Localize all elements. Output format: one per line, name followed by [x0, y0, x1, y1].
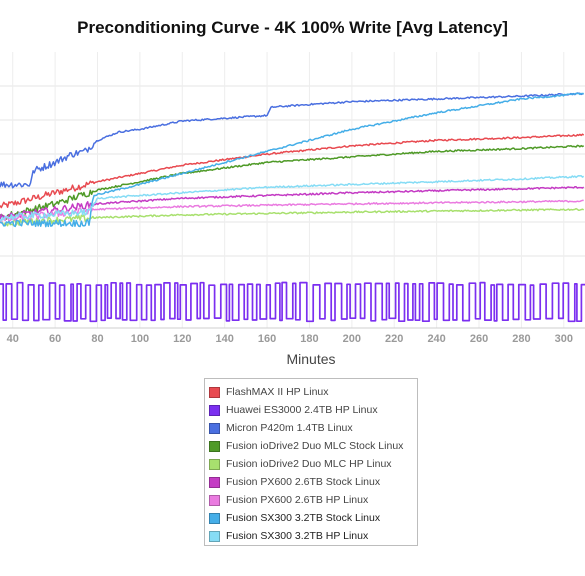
x-tick-label: 60: [49, 333, 61, 345]
legend-item: Fusion PX600 2.6TB Stock Linux: [209, 473, 417, 491]
legend-label: Fusion SX300 3.2TB HP Linux: [226, 530, 369, 542]
x-tick-label: 240: [427, 333, 445, 345]
x-tick-label: 160: [258, 333, 276, 345]
legend-swatch: [209, 440, 220, 452]
legend-swatch: [209, 476, 220, 488]
legend-label: Fusion SX300 3.2TB Stock Linux: [226, 512, 381, 524]
legend-swatch: [209, 422, 220, 434]
legend-label: FlashMAX II HP Linux: [226, 386, 329, 398]
series-line: [0, 207, 585, 227]
x-tick-label: 260: [470, 333, 488, 345]
legend-label: Fusion PX600 2.6TB HP Linux: [226, 494, 369, 506]
legend-item: Fusion SX300 3.2TB HP Linux: [209, 527, 417, 545]
legend-label: Fusion ioDrive2 Duo MLC HP Linux: [226, 458, 392, 470]
legend-swatch: [209, 512, 220, 524]
x-tick-label: 80: [91, 333, 103, 345]
x-tick-label: 140: [215, 333, 233, 345]
legend-item: Huawei ES3000 2.4TB HP Linux: [209, 401, 417, 419]
series-line: [0, 133, 585, 209]
legend-label: Fusion PX600 2.6TB Stock Linux: [226, 476, 381, 488]
x-tick-label: 220: [385, 333, 403, 345]
series-line: [0, 144, 585, 220]
series-line: [0, 186, 585, 222]
x-tick-label: 180: [300, 333, 318, 345]
series-line: [0, 92, 584, 228]
x-tick-label: 280: [512, 333, 530, 345]
legend-swatch: [209, 386, 220, 398]
chart-title: Preconditioning Curve - 4K 100% Write [A…: [77, 18, 508, 37]
legend-swatch: [209, 494, 220, 506]
legend-item: Fusion ioDrive2 Duo MLC Stock Linux: [209, 437, 417, 455]
series-line: [0, 199, 584, 224]
x-tick-label: 200: [343, 333, 361, 345]
legend-label: Huawei ES3000 2.4TB HP Linux: [226, 404, 378, 416]
legend: FlashMAX II HP Linux Huawei ES3000 2.4TB …: [204, 378, 418, 546]
series-line: [0, 174, 585, 222]
series-line: [0, 281, 585, 323]
legend-label: Micron P420m 1.4TB Linux: [226, 422, 353, 434]
legend-swatch: [209, 530, 220, 542]
x-tick-label: 100: [131, 333, 149, 345]
x-tick-label: 40: [7, 333, 19, 345]
series-line: [0, 92, 584, 189]
legend-item: FlashMAX II HP Linux: [209, 383, 417, 401]
x-tick-label: 300: [555, 333, 573, 345]
legend-swatch: [209, 404, 220, 416]
legend-item: Fusion ioDrive2 Duo MLC HP Linux: [209, 455, 417, 473]
legend-label: Fusion ioDrive2 Duo MLC Stock Linux: [226, 440, 404, 452]
legend-item: Fusion PX600 2.6TB HP Linux: [209, 491, 417, 509]
legend-item: Fusion SX300 3.2TB Stock Linux: [209, 509, 417, 527]
series-layer: [0, 92, 585, 323]
legend-swatch: [209, 458, 220, 470]
x-tick-label: 120: [173, 333, 191, 345]
x-axis-title: Minutes: [286, 351, 335, 367]
legend-item: Micron P420m 1.4TB Linux: [209, 419, 417, 437]
x-tick-labels: 40 60 80 100 120 140 160 180 200 220 240 260 280 300: [7, 333, 573, 345]
